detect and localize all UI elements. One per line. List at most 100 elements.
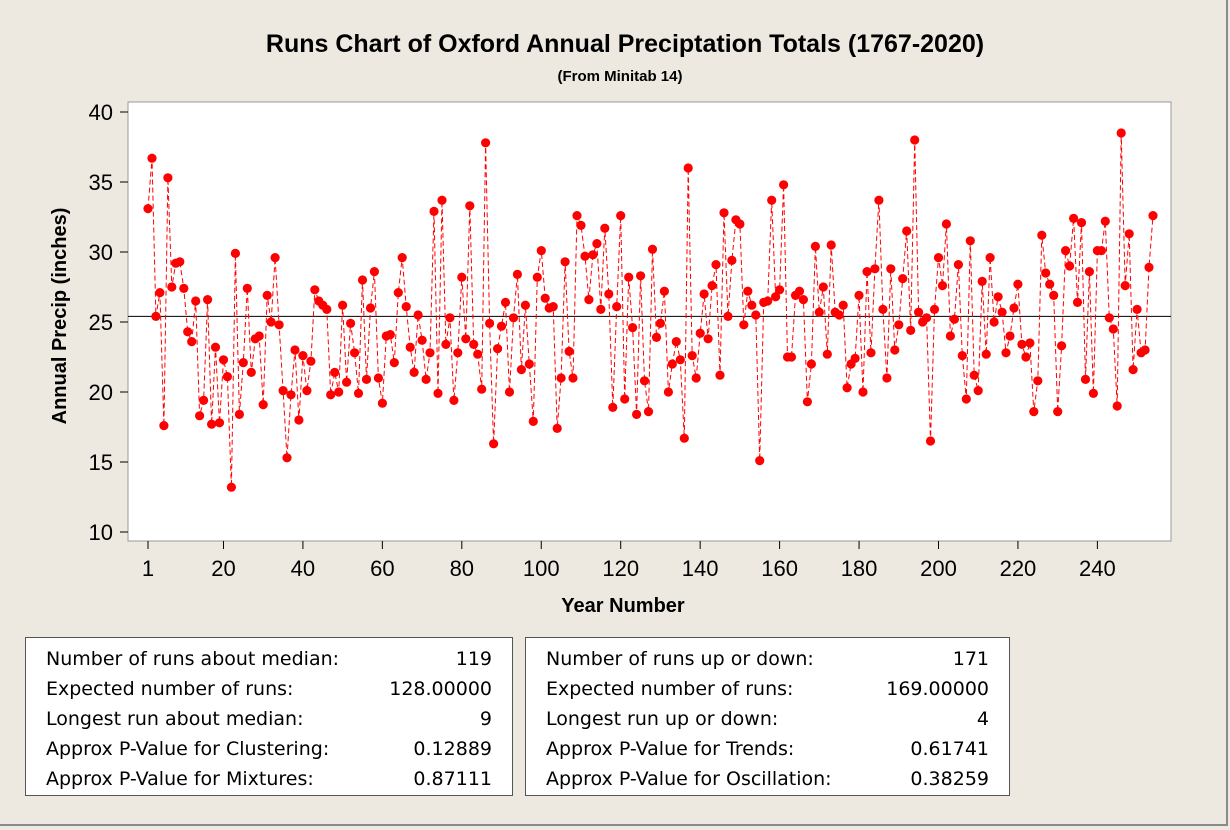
data-point xyxy=(385,330,395,340)
data-point xyxy=(659,286,670,296)
data-point xyxy=(707,281,717,291)
data-point xyxy=(159,421,169,431)
data-point xyxy=(755,456,765,466)
data-point xyxy=(989,317,999,327)
data-point xyxy=(1132,304,1142,314)
data-point xyxy=(906,325,916,335)
data-point xyxy=(1108,324,1118,334)
stats-value: 9 xyxy=(479,708,492,730)
data-point xyxy=(1025,338,1035,348)
data-point xyxy=(234,409,244,419)
data-point xyxy=(369,267,379,277)
data-point xyxy=(747,300,757,310)
data-point xyxy=(536,246,546,256)
data-point xyxy=(512,269,523,279)
data-point xyxy=(453,348,463,358)
data-point xyxy=(965,236,975,246)
stats-label: Approx P-Value for Oscillation: xyxy=(546,768,832,790)
data-point xyxy=(620,394,630,404)
data-point xyxy=(675,355,685,365)
data-point xyxy=(588,250,598,260)
data-point xyxy=(1128,365,1138,375)
data-point xyxy=(600,223,610,233)
data-point xyxy=(802,397,813,407)
data-point xyxy=(218,355,229,365)
data-point xyxy=(207,419,217,429)
data-point xyxy=(580,251,590,261)
data-point xyxy=(751,310,761,320)
stats-row: Approx P-Value for Trends: 0.61741 xyxy=(546,734,989,764)
data-point xyxy=(969,370,979,380)
data-point xyxy=(437,195,447,205)
data-point xyxy=(814,307,824,317)
stats-label: Number of runs up or down: xyxy=(546,648,814,670)
data-point xyxy=(1037,230,1047,240)
data-point xyxy=(393,288,403,298)
data-point xyxy=(195,411,205,421)
x-tick-label: 80 xyxy=(450,556,474,581)
data-point xyxy=(286,390,296,400)
data-point xyxy=(258,400,268,410)
x-tick-label: 200 xyxy=(920,556,957,581)
stats-value: 0.61741 xyxy=(910,738,989,760)
stats-value: 0.87111 xyxy=(413,768,492,790)
data-point xyxy=(357,275,368,285)
data-point xyxy=(826,240,836,250)
data-point xyxy=(743,286,753,296)
x-tick-label: 40 xyxy=(291,556,315,581)
data-point xyxy=(679,433,689,443)
data-point xyxy=(771,292,781,302)
data-point xyxy=(1096,246,1106,256)
data-point xyxy=(663,387,674,397)
data-point xyxy=(373,373,383,383)
data-point xyxy=(1033,376,1043,386)
data-point xyxy=(242,283,252,293)
runs-chart: Runs Chart of Oxford Annual Preciptation… xyxy=(49,30,1172,617)
data-point xyxy=(417,335,427,345)
data-point xyxy=(858,387,868,397)
data-point xyxy=(898,274,908,284)
data-point xyxy=(779,180,789,190)
data-point xyxy=(334,387,344,397)
data-point xyxy=(489,439,499,449)
data-point xyxy=(413,310,423,320)
data-point xyxy=(151,311,161,321)
data-point xyxy=(346,318,356,328)
data-point xyxy=(461,334,471,344)
stats-row: Number of runs up or down: 171 xyxy=(546,644,989,674)
data-point xyxy=(981,349,991,359)
data-point xyxy=(226,482,236,492)
data-point xyxy=(1065,261,1075,271)
data-point xyxy=(651,332,662,342)
data-point xyxy=(222,372,232,382)
chart-subtitle: (From Minitab 14) xyxy=(557,68,682,85)
data-points xyxy=(143,128,1158,492)
data-point xyxy=(973,386,983,396)
data-point xyxy=(695,328,705,338)
data-point xyxy=(270,253,280,263)
data-point xyxy=(298,351,308,361)
data-point xyxy=(302,386,312,396)
data-point xyxy=(433,388,443,398)
stats-value: 4 xyxy=(976,708,989,730)
data-point xyxy=(616,211,626,221)
data-point xyxy=(377,398,387,408)
data-point xyxy=(528,416,538,426)
data-point xyxy=(1041,268,1051,278)
chart-title: Runs Chart of Oxford Annual Preciptation… xyxy=(266,30,984,58)
data-point xyxy=(310,285,320,295)
data-point xyxy=(500,297,511,307)
data-point xyxy=(278,386,288,396)
stats-label: Approx P-Value for Trends: xyxy=(546,738,795,760)
data-point xyxy=(214,418,225,428)
data-point xyxy=(405,342,415,352)
data-point xyxy=(818,282,828,292)
stats-row: Expected number of runs: 128.00000 xyxy=(46,674,492,704)
data-point xyxy=(266,317,276,327)
data-point xyxy=(794,286,805,296)
data-point xyxy=(183,327,193,337)
data-point xyxy=(1069,213,1079,223)
data-point xyxy=(655,318,666,328)
data-point xyxy=(703,334,713,344)
